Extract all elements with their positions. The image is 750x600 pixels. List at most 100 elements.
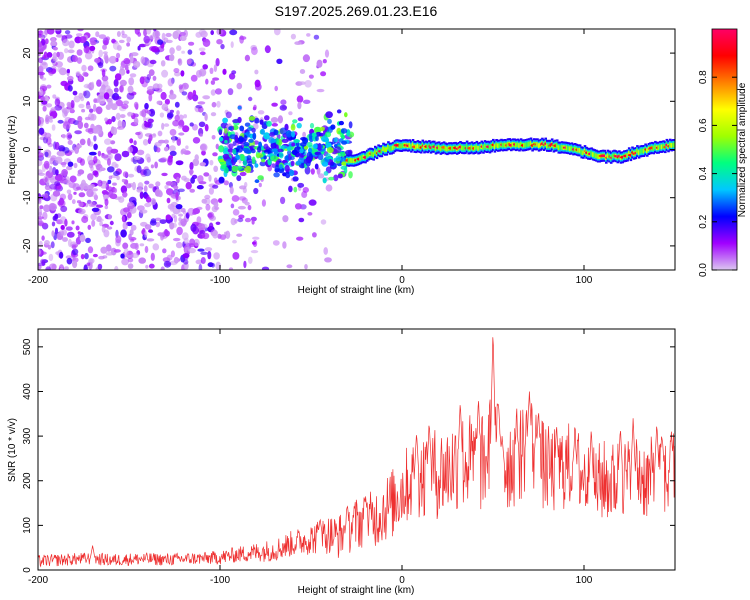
spectrogram-noise-blob xyxy=(121,150,130,158)
spectrogram-noise-blob xyxy=(129,73,137,78)
spectrogram-noise-blob xyxy=(145,196,152,203)
spectrogram-noise-blob xyxy=(107,186,113,192)
spectrogram-noise-blob xyxy=(71,248,79,255)
spectrogram-cluster-blob xyxy=(287,150,292,156)
spectrogram-noise-blob xyxy=(163,123,170,127)
spectrogram-noise-blob xyxy=(43,175,49,183)
spectrogram-noise-blob xyxy=(83,83,92,89)
colorbar-tick-label: 0.0 xyxy=(698,263,709,277)
spectrogram-noise-blob xyxy=(189,162,194,171)
colorbar-tick-label: 0.8 xyxy=(698,70,709,84)
spectrogram-noise-blob xyxy=(90,213,97,221)
spectrogram-noise-blob xyxy=(107,118,112,125)
spectrogram-cluster-blob xyxy=(333,137,338,143)
spectrogram-ridge-inner xyxy=(388,146,392,152)
spectrogram-noise-blob xyxy=(239,185,247,190)
spectrogram-noise-blob xyxy=(253,187,259,195)
spectrogram-noise-blob xyxy=(129,55,134,64)
spectrogram-cluster-blob xyxy=(279,164,283,170)
spectrogram-cluster-blob xyxy=(293,186,298,193)
spectrogram-ridge-inner xyxy=(637,150,641,155)
spectrogram-ridge-inner xyxy=(434,146,438,151)
spectrogram-noise-blob xyxy=(192,89,197,97)
spectrogram-noise-blob xyxy=(38,196,42,203)
spectrogram-ridge-inner xyxy=(360,155,364,160)
spectrogram-noise-blob xyxy=(128,77,135,86)
spectrogram-noise-blob xyxy=(104,205,109,210)
spectrogram-noise-blob xyxy=(99,87,106,96)
spectrogram-cluster-blob xyxy=(259,119,264,125)
spectrogram-cluster-blob xyxy=(228,143,234,149)
spectrogram-noise-blob xyxy=(78,103,85,109)
spectrogram-noise-blob xyxy=(174,114,180,122)
spectrogram-cluster-blob xyxy=(303,145,309,150)
spectrogram-noise-blob xyxy=(97,150,102,157)
spectrogram-noise-blob xyxy=(49,118,53,123)
spectrogram-noise-blob xyxy=(146,238,155,242)
spectrogram-ridge-inner xyxy=(400,143,403,149)
spectrogram-noise-blob xyxy=(45,266,52,270)
spectrogram-noise-blob xyxy=(101,154,109,159)
spectrogram-cluster-blob xyxy=(259,161,267,167)
spectrogram-noise-blob xyxy=(113,79,119,87)
spectrogram-noise-blob xyxy=(166,254,173,261)
spectrogram-noise-blob xyxy=(212,184,219,189)
spectrogram-noise-blob xyxy=(302,99,311,105)
spectrogram-cluster-blob xyxy=(273,129,279,136)
spectrogram-noise-blob xyxy=(282,241,287,249)
spectrogram-noise-blob xyxy=(160,157,168,163)
spectrogram-noise-blob xyxy=(73,120,79,126)
spectrogram-noise-blob xyxy=(181,50,186,54)
spectrogram-noise-blob xyxy=(215,88,222,95)
spectrogram-noise-blob xyxy=(316,59,323,68)
spectrogram-noise-blob xyxy=(108,175,113,180)
spectrogram-noise-blob xyxy=(122,171,129,178)
spectrogram-noise-blob xyxy=(211,101,217,108)
spectrogram-noise-blob xyxy=(210,112,217,117)
spectrogram-cluster-blob xyxy=(338,120,344,126)
spectrogram-noise-blob xyxy=(215,143,219,150)
spectrogram-noise-blob xyxy=(261,266,270,270)
spectrogram-cluster-blob xyxy=(322,177,327,184)
spectrogram-ridge-inner xyxy=(672,142,675,148)
spectrogram-noise-blob xyxy=(280,196,286,205)
spectrogram-noise-blob xyxy=(185,145,189,150)
spectrogram-noise-blob xyxy=(236,82,243,90)
spectrogram-noise-blob xyxy=(133,60,141,68)
spectrogram-ridge-inner xyxy=(639,148,642,154)
spectrogram-noise-blob xyxy=(87,173,94,181)
spectrogram-noise-blob xyxy=(48,202,56,211)
spectrogram-noise-blob xyxy=(294,41,302,45)
spectrogram-noise-blob xyxy=(130,52,139,57)
spectrogram-cluster-blob xyxy=(223,166,229,174)
spectrogram-noise-blob xyxy=(67,49,75,54)
spectrogram-noise-blob xyxy=(66,257,73,265)
spectrogram-noise-blob xyxy=(210,89,216,96)
spectrogram-ridge-inner xyxy=(483,143,487,149)
spectrogram-noise-blob xyxy=(125,183,132,189)
spectrogram-noise-blob xyxy=(122,242,129,250)
spectrogram-noise-blob xyxy=(239,171,247,177)
spectrogram-cluster-blob xyxy=(255,153,264,158)
spectrogram-noise-blob xyxy=(137,182,144,190)
spectrogram-ridge-inner xyxy=(390,146,393,151)
spectrogram-ridge-inner xyxy=(418,144,421,150)
spectrogram-noise-blob xyxy=(198,121,206,128)
spectrogram-noise-blob xyxy=(164,185,169,190)
spectrogram-noise-blob xyxy=(201,150,206,156)
spectrogram-cluster-blob xyxy=(231,165,239,173)
spectrogram-noise-blob xyxy=(173,68,180,73)
spectrogram-ridge-inner xyxy=(439,146,443,152)
spectrogram-noise-blob xyxy=(122,221,128,230)
spectrogram-noise-blob xyxy=(237,205,246,210)
spectrogram-cluster-blob xyxy=(286,146,292,152)
spectrogram-noise-blob xyxy=(38,119,42,125)
spectrogram-noise-blob xyxy=(144,121,152,128)
spectrogram-noise-blob xyxy=(105,104,111,110)
spectrogram-noise-blob xyxy=(75,225,80,231)
spectrogram-noise-blob xyxy=(168,93,177,100)
spectrogram-noise-blob xyxy=(115,163,119,168)
spectrogram-cluster-blob xyxy=(240,154,245,162)
spectrogram-cluster-blob xyxy=(273,172,280,178)
spectrogram-cluster-blob xyxy=(225,159,232,166)
